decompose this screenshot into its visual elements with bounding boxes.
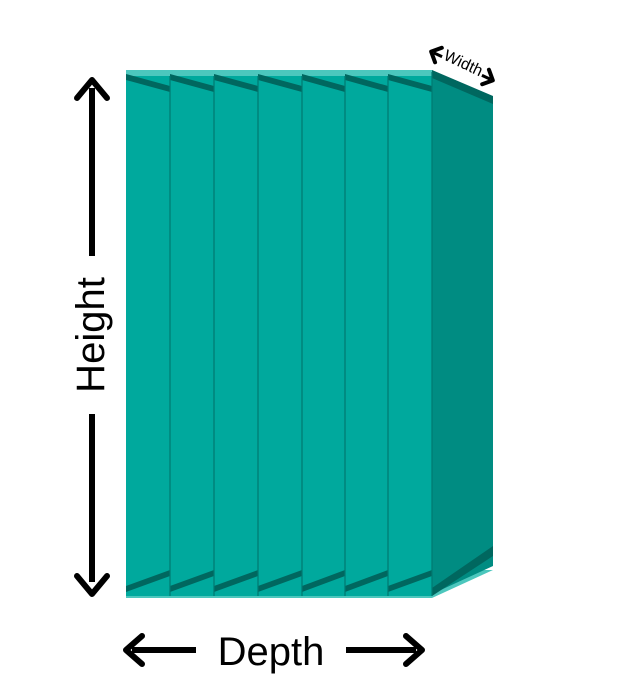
slat: [126, 76, 170, 596]
side-slat-top-edge: [432, 70, 493, 104]
slat: [170, 76, 214, 596]
slat-bottom-shadow: [345, 570, 388, 592]
slat-top-shadow: [126, 74, 170, 92]
slat: [345, 76, 388, 596]
depth-arrow: [123, 633, 425, 667]
height-arrow: [74, 77, 110, 597]
slat: [388, 76, 432, 596]
arrow-head-right-icon: [480, 67, 495, 87]
slat-bottom-shadow: [170, 570, 214, 592]
slat-top-shadow: [258, 74, 302, 92]
arrow-head-right-icon: [403, 633, 425, 667]
side-slat-bottom-edge: [432, 546, 493, 596]
front-slats: [126, 76, 432, 596]
slat: [214, 76, 258, 596]
slat-bottom-shadow: [302, 570, 345, 592]
slat-bottom-shadow: [126, 570, 170, 592]
slat-bottom-shadow: [214, 570, 258, 592]
slat-top-shadow: [170, 74, 214, 92]
slat-bottom-shadow: [258, 570, 302, 592]
width-label-bg: [439, 45, 488, 81]
slat-top-shadow: [345, 74, 388, 92]
arrow-head-left-icon: [123, 633, 145, 667]
slat-bottom-shadows: [126, 570, 432, 592]
arrow-head-down-icon: [74, 573, 110, 597]
slat: [258, 76, 302, 596]
slat-top-shadow: [302, 74, 345, 92]
arrow-head-up-icon: [74, 77, 110, 101]
slat-dividers: [169, 76, 389, 596]
slat-top-shadow: [388, 74, 432, 92]
slat: [302, 76, 345, 596]
slat-top-shadows: [126, 74, 432, 92]
slat-bottom-shadow: [388, 570, 432, 592]
arrow-head-left-icon: [429, 45, 444, 65]
slat-top-shadow: [214, 74, 258, 92]
width-label: Width: [441, 47, 485, 80]
height-label: Height: [69, 277, 113, 393]
depth-label: Depth: [218, 630, 325, 674]
side-slat: [432, 72, 493, 594]
